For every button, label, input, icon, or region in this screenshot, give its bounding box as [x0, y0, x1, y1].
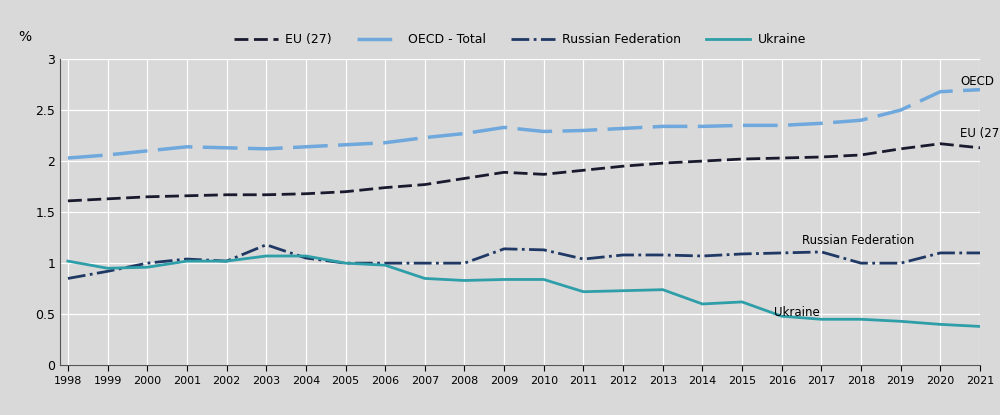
Text: EU (27): EU (27) — [960, 127, 1000, 140]
Legend: EU (27), OECD - Total, Russian Federation, Ukraine: EU (27), OECD - Total, Russian Federatio… — [234, 33, 806, 46]
Text: OECD: OECD — [960, 75, 994, 88]
Text: Ukraine: Ukraine — [774, 305, 820, 319]
Text: Russian Federation: Russian Federation — [802, 234, 914, 247]
Text: %: % — [19, 30, 32, 44]
